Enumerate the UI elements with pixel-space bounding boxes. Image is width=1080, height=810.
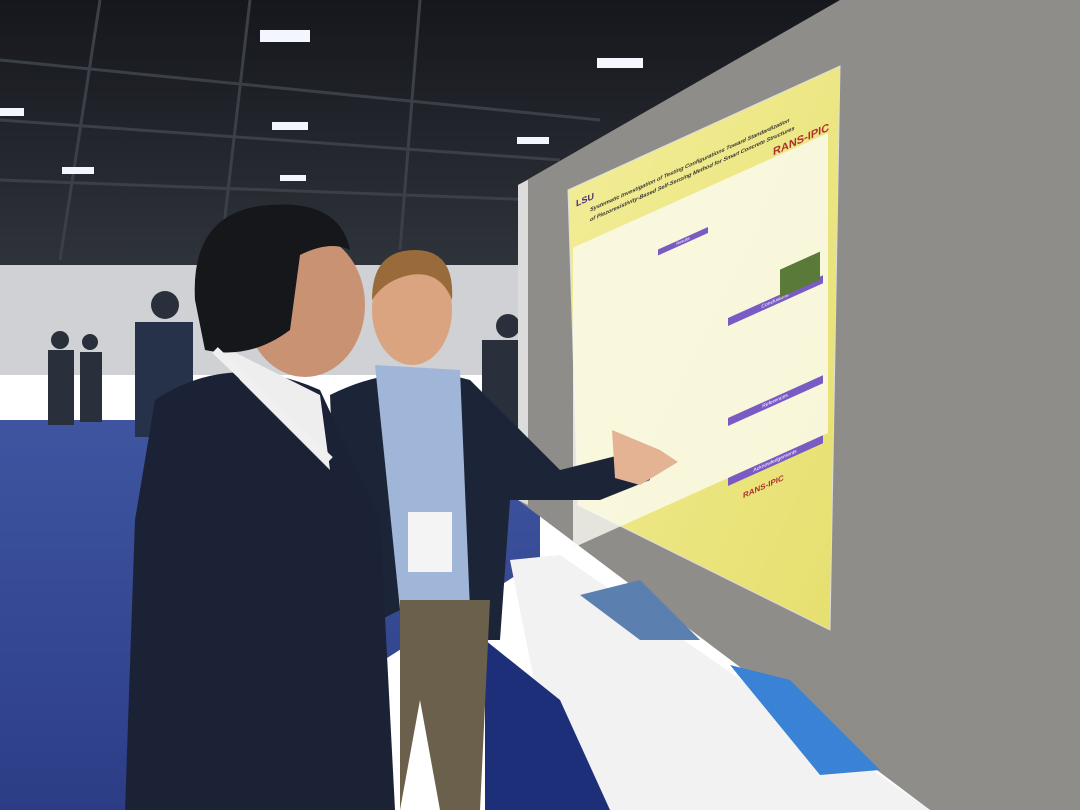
handouts xyxy=(730,665,880,775)
handouts xyxy=(580,580,700,640)
ceiling-lights xyxy=(0,30,643,181)
board-frame xyxy=(518,180,528,505)
visitor xyxy=(125,204,395,810)
poster-section: Results xyxy=(676,236,689,247)
table-skirt xyxy=(485,640,610,810)
presenter xyxy=(330,250,678,810)
ceiling-trusses xyxy=(0,0,601,261)
